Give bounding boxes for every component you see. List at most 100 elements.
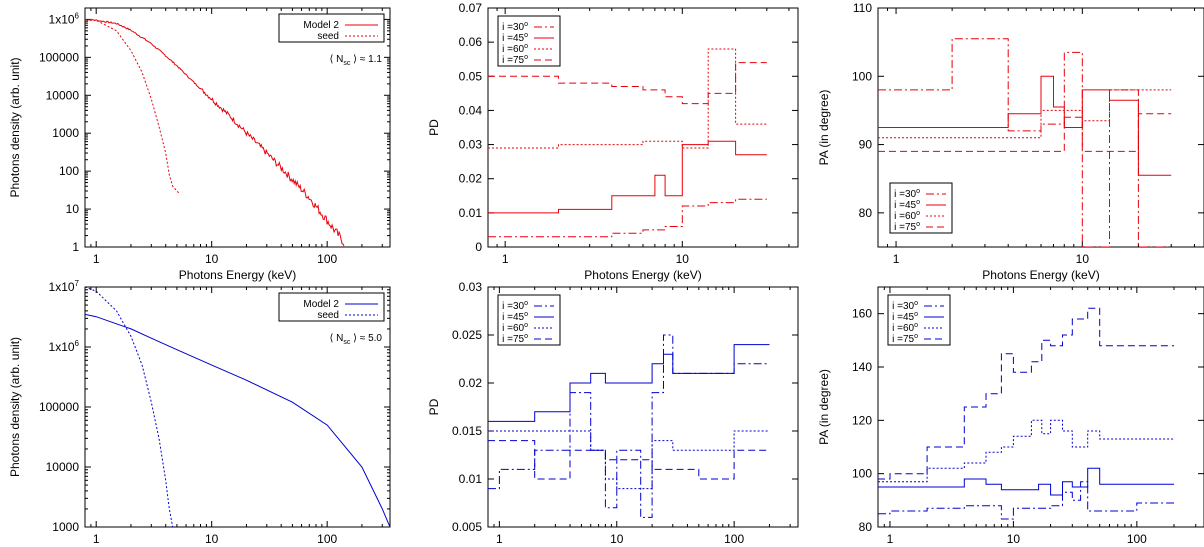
x-tick-label: 10 xyxy=(610,532,624,546)
x-tick-label: 10 xyxy=(676,252,690,266)
series-line-1 xyxy=(488,334,770,518)
y-tick-label: 120 xyxy=(852,413,872,427)
x-tick-label: 10 xyxy=(205,532,219,546)
legend-box xyxy=(887,294,951,346)
series-line-2 xyxy=(488,140,767,214)
x-tick-label: 100 xyxy=(317,252,337,266)
series-line-3 xyxy=(878,89,1172,139)
y-tick-label: 90 xyxy=(859,138,873,152)
y-tick-label: 110 xyxy=(853,1,872,15)
legend-label: i =60o xyxy=(894,210,920,222)
y-axis-label: PA (in degree) xyxy=(817,90,831,166)
x-tick-label: 10 xyxy=(205,252,219,266)
x-axis-label: Photons Energy (keV) xyxy=(584,268,701,282)
plot-frame xyxy=(877,286,1204,528)
y-axis-label: PA (in degree) xyxy=(817,369,831,445)
y-tick-label: 0.02 xyxy=(459,376,483,390)
y-tick-label: 1x106 xyxy=(49,339,80,354)
y-tick-label: 160 xyxy=(852,307,872,321)
x-tick-label: 100 xyxy=(724,532,744,546)
y-tick-label: 0.03 xyxy=(459,138,483,152)
y-tick-label: 100 xyxy=(59,164,79,178)
y-tick-label: 0.02 xyxy=(459,172,483,186)
y-tick-label: 10 xyxy=(66,202,80,216)
series-line-1 xyxy=(878,481,1174,520)
legend-label: i =30o xyxy=(892,300,918,312)
chart-panel-1: 1 10 100 1 10 100 1000 10000 100000 1x106 Photons … xyxy=(8,7,391,282)
y-tick-label: 0.03 xyxy=(459,280,483,294)
legend-label: i =30o xyxy=(502,300,528,312)
y-tick-label: 100000 xyxy=(39,50,79,64)
x-axis-label: Photons Energy (keV) xyxy=(982,268,1099,282)
y-tick-label: 0 xyxy=(475,240,482,254)
series-line-4 xyxy=(878,307,1174,480)
series-line-1 xyxy=(488,198,767,238)
legend-label: i =75o xyxy=(894,221,920,233)
series-line-3 xyxy=(878,419,1174,483)
legend-label: i =75o xyxy=(502,333,528,345)
series-line-3 xyxy=(488,430,770,490)
y-tick-label: 0.015 xyxy=(452,424,482,438)
y-tick-label: 0.06 xyxy=(459,35,483,49)
legend-label: i =45o xyxy=(502,32,528,44)
y-tick-label: 0.04 xyxy=(459,103,483,117)
y-tick-label: 0.07 xyxy=(459,1,483,15)
series-line-2 xyxy=(85,18,181,195)
chart-panel-5: 1101000.0050.010.0150.020.0250.03Photons… xyxy=(427,280,799,546)
legend-box xyxy=(497,294,561,346)
y-tick-label: 140 xyxy=(852,360,872,374)
legend-label: i =45o xyxy=(894,199,920,211)
x-tick-label: 1 xyxy=(502,252,509,266)
x-tick-label: 10 xyxy=(1076,252,1090,266)
series-line-2 xyxy=(878,467,1174,496)
plot-frame xyxy=(487,286,799,528)
x-tick-label: 1 xyxy=(893,252,900,266)
y-tick-label: 1000 xyxy=(52,126,79,140)
chart-panel-2: 1 10 0 0.01 0.02 0.03 0.04 0.05 0.06 0.07 Photons … xyxy=(427,1,799,282)
y-tick-label: 10000 xyxy=(46,460,80,474)
y-axis-label: Photons density (arb. unit) xyxy=(8,57,22,197)
legend-box xyxy=(497,15,561,67)
legend-box xyxy=(278,292,385,322)
nsc-annotation: ⟨ Nsc ⟩ ≈ 5.0 xyxy=(329,333,382,346)
y-tick-label: 0.005 xyxy=(452,520,482,534)
plot-frame xyxy=(84,286,391,528)
legend-label: i =75o xyxy=(502,54,528,66)
series-line-2 xyxy=(85,287,174,527)
legend-label: i =75o xyxy=(892,333,918,345)
x-tick-label: 1 xyxy=(887,532,894,546)
y-tick-label: 0.01 xyxy=(459,206,483,220)
y-tick-label: 0.01 xyxy=(459,472,483,486)
y-tick-label: 0.025 xyxy=(452,328,482,342)
x-tick-label: 1 xyxy=(93,252,100,266)
series-line-2 xyxy=(488,344,770,422)
chart-panel-6: 11010080100120140160Photons Energy (keV)… xyxy=(817,286,1204,546)
x-tick-label: 1 xyxy=(496,532,503,546)
legend-label: Model 2 xyxy=(303,20,339,31)
legend-label: i =30o xyxy=(502,21,528,33)
x-tick-label: 100 xyxy=(317,532,337,546)
y-axis-label: PD xyxy=(427,119,441,136)
y-tick-label: 100 xyxy=(852,467,872,481)
legend-label: i =60o xyxy=(892,322,918,334)
y-tick-label: 10000 xyxy=(46,88,80,102)
series-line-4 xyxy=(488,62,767,105)
series-line-1 xyxy=(878,38,1172,247)
y-tick-label: 100 xyxy=(852,69,872,83)
legend-label: Model 2 xyxy=(303,299,339,310)
x-tick-label: 100 xyxy=(1127,532,1147,546)
series-line-2 xyxy=(878,75,1172,176)
legend-label: seed xyxy=(317,31,339,42)
legend-box xyxy=(889,182,953,234)
series-line-1 xyxy=(85,18,345,247)
x-axis-label: Photons Energy (keV) xyxy=(179,268,296,282)
plot-frame xyxy=(84,7,391,248)
